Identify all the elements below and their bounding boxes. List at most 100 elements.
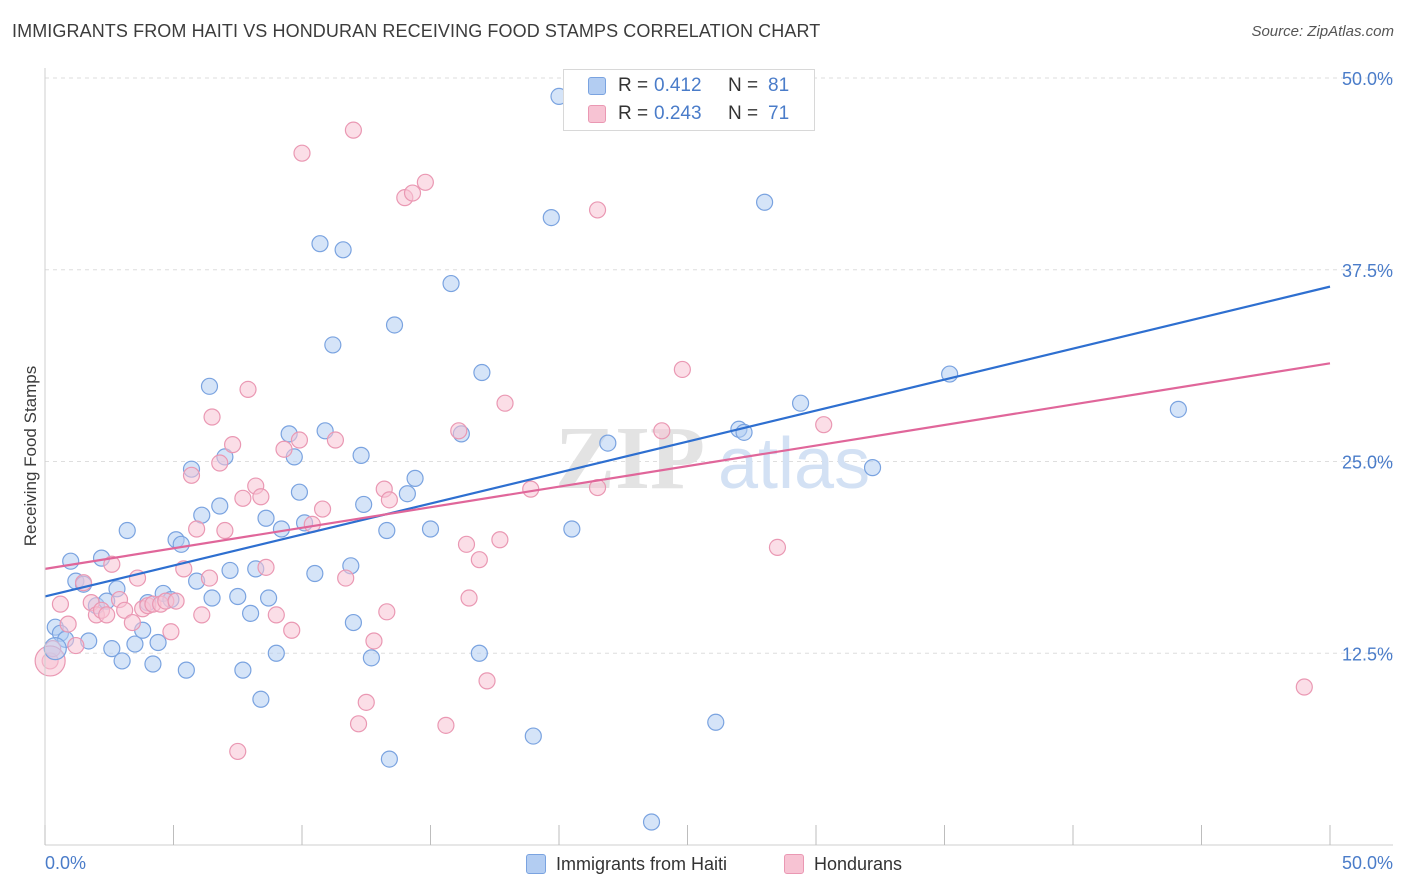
honduran-point bbox=[673, 360, 691, 379]
honduran-point bbox=[522, 480, 540, 498]
haiti-point bbox=[118, 521, 136, 540]
honduran-point bbox=[653, 422, 671, 440]
bottom-legend-hondurans-label: Hondurans bbox=[814, 853, 903, 874]
honduran-point bbox=[313, 500, 332, 518]
haiti-point bbox=[563, 520, 581, 538]
honduran-point bbox=[768, 538, 787, 557]
points-layer bbox=[34, 87, 1313, 831]
legend-row-haiti: R = 0.412 N = 81 bbox=[588, 73, 789, 99]
honduran-point bbox=[344, 121, 362, 139]
haiti-point bbox=[334, 241, 352, 259]
honduran-point bbox=[437, 716, 455, 734]
honduran-point bbox=[337, 569, 355, 587]
haiti-point bbox=[311, 235, 329, 253]
honduran-point bbox=[116, 601, 134, 619]
honduran-point bbox=[478, 672, 496, 690]
honduran-trend-line bbox=[44, 362, 1331, 570]
honduran-point bbox=[349, 715, 368, 733]
bottom-legend-hondurans: Hondurans bbox=[784, 852, 902, 876]
haiti-point bbox=[406, 469, 424, 487]
haiti-point bbox=[229, 587, 247, 606]
haiti-point bbox=[863, 459, 882, 477]
haiti-point bbox=[221, 561, 239, 580]
haiti-point bbox=[599, 434, 617, 452]
legend-n-label: N = bbox=[728, 103, 759, 124]
honduran-point bbox=[326, 431, 345, 449]
honduran-point bbox=[290, 431, 309, 449]
stats-legend: R = 0.412 N = 81 R = 0.243 N = 71 bbox=[563, 69, 815, 131]
honduran-point bbox=[193, 606, 211, 624]
y-tick-label: 25.0% bbox=[1342, 453, 1393, 473]
haiti-point bbox=[524, 727, 542, 745]
honduran-point bbox=[123, 613, 141, 632]
haiti-point bbox=[149, 633, 167, 652]
watermark-zip: ZIP bbox=[555, 409, 705, 508]
chart-title: IMMIGRANTS FROM HAITI VS HONDURAN RECEIV… bbox=[12, 21, 821, 41]
watermark: ZIP atlas bbox=[555, 409, 870, 508]
y-tick-label: 12.5% bbox=[1342, 644, 1393, 664]
honduran-point bbox=[450, 422, 468, 440]
bottom-legend-haiti: Immigrants from Haiti bbox=[526, 852, 727, 876]
honduran-point bbox=[216, 521, 234, 540]
honduran-point bbox=[496, 394, 514, 412]
legend-r-value: 0.412 bbox=[654, 75, 702, 96]
x-tick-label: 50.0% bbox=[1342, 853, 1393, 873]
honduran-point bbox=[51, 595, 70, 613]
haiti-trend-line bbox=[44, 285, 1331, 598]
honduran-point bbox=[403, 184, 422, 202]
honduran-point bbox=[188, 520, 206, 538]
haiti-point bbox=[144, 655, 162, 673]
haiti-point bbox=[272, 520, 291, 538]
honduran-point bbox=[182, 466, 201, 484]
haiti-point bbox=[126, 635, 144, 653]
honduran-point bbox=[59, 615, 77, 633]
haiti-point bbox=[385, 316, 404, 334]
y-tick-label: 37.5% bbox=[1342, 261, 1393, 281]
honduran-point bbox=[203, 408, 221, 426]
haiti-point bbox=[324, 336, 342, 354]
honduran-point bbox=[275, 440, 293, 458]
grid-layer bbox=[45, 77, 1393, 654]
haiti-point bbox=[200, 377, 219, 395]
legend-r-label: R = bbox=[618, 75, 649, 96]
haiti-point bbox=[113, 652, 131, 670]
haiti-cluster-point bbox=[43, 637, 67, 661]
y-tick-label: 50.0% bbox=[1342, 69, 1393, 89]
honduran-point bbox=[252, 488, 270, 506]
honduran-point bbox=[357, 693, 375, 711]
haiti-point bbox=[252, 690, 270, 708]
haiti-point bbox=[378, 521, 396, 540]
honduran-point bbox=[460, 589, 478, 607]
honduran-point bbox=[588, 201, 607, 219]
hondurans-swatch bbox=[784, 854, 804, 874]
haiti-point bbox=[421, 520, 440, 538]
haiti-point bbox=[755, 193, 774, 211]
honduran-point bbox=[293, 144, 311, 162]
honduran-point bbox=[103, 555, 121, 573]
haiti-point bbox=[542, 208, 560, 227]
haiti-point bbox=[352, 446, 370, 464]
honduran-point bbox=[457, 535, 476, 553]
haiti-point bbox=[707, 713, 725, 731]
hondurans-swatch bbox=[588, 105, 606, 123]
haiti-point bbox=[267, 644, 285, 662]
honduran-point bbox=[416, 173, 434, 191]
honduran-point bbox=[229, 742, 247, 761]
legend-n-value: 81 bbox=[768, 75, 790, 96]
haiti-point bbox=[257, 509, 275, 527]
haiti-point bbox=[172, 535, 190, 553]
honduran-point bbox=[167, 592, 185, 610]
haiti-point bbox=[344, 613, 362, 632]
honduran-point bbox=[1295, 678, 1313, 696]
x-tick-label: 0.0% bbox=[45, 853, 86, 873]
legend-row-hondurans: R = 0.243 N = 71 bbox=[588, 101, 789, 127]
haiti-point bbox=[242, 604, 260, 622]
haiti-point bbox=[62, 552, 80, 570]
haiti-point bbox=[398, 485, 416, 503]
haiti-point bbox=[470, 644, 488, 662]
axis-layer: 12.5% 25.0% 37.5% 50.0% 0.0% 50.0% bbox=[44, 68, 1393, 873]
haiti-point bbox=[103, 640, 121, 658]
honduran-point bbox=[234, 489, 252, 507]
haiti-point bbox=[355, 495, 373, 514]
honduran-point bbox=[491, 531, 509, 549]
